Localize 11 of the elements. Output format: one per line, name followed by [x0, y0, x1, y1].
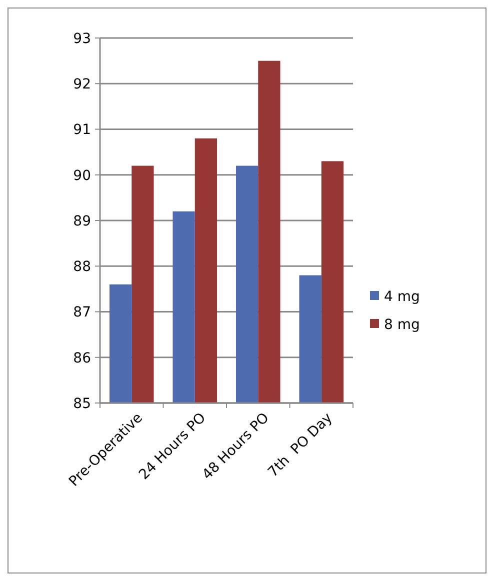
- y-tick-label: 91: [73, 122, 91, 138]
- legend-label: 4 mg: [384, 288, 420, 305]
- y-tick-label: 88: [73, 259, 91, 276]
- y-tick-label: 89: [73, 213, 91, 230]
- y-tick-label: 90: [73, 168, 91, 184]
- y-tick-label: 87: [73, 304, 91, 321]
- y-tick-label: 93: [73, 30, 91, 47]
- legend-label: 8 mg: [384, 316, 420, 333]
- y-tick-label: 85: [73, 396, 91, 412]
- y-tick-label: 86: [73, 350, 92, 366]
- y-tick-label: 92: [73, 76, 91, 93]
